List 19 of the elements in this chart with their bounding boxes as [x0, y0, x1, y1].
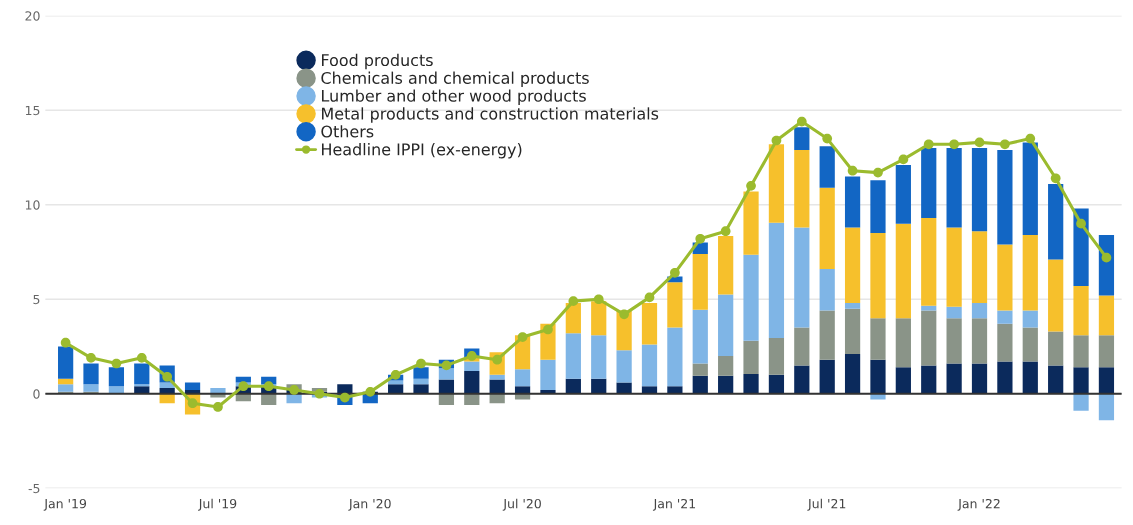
- x-tick-label: Jul '20: [502, 498, 541, 511]
- x-tick-label: Jul '19: [198, 498, 237, 511]
- legend-label: Headline IPPI (ex-energy): [322, 143, 522, 159]
- y-tick-label: 5: [33, 294, 40, 305]
- y-tick-label: 0: [33, 389, 40, 399]
- y-tick-label: -5: [28, 483, 40, 494]
- y-tick-label: 20: [25, 11, 40, 21]
- x-tick-label: Jul '21: [807, 498, 846, 511]
- legend-label: Metal products and construction materials: [322, 107, 659, 123]
- y-tick-label: 10: [25, 200, 40, 210]
- legend-label: Lumber and other wood products: [322, 89, 586, 105]
- x-tick-label: Jan '22: [957, 498, 1000, 511]
- x-tick-label: Jan '21: [652, 498, 696, 511]
- x-tick-label: Jan '19: [43, 498, 87, 511]
- legend-label: Chemicals and chemical products: [321, 71, 589, 88]
- legend-label: Food products: [322, 53, 433, 70]
- x-tick-label: Jan '20: [348, 498, 391, 511]
- legend-label: Others: [321, 125, 374, 138]
- y-tick-label: 15: [25, 105, 40, 116]
